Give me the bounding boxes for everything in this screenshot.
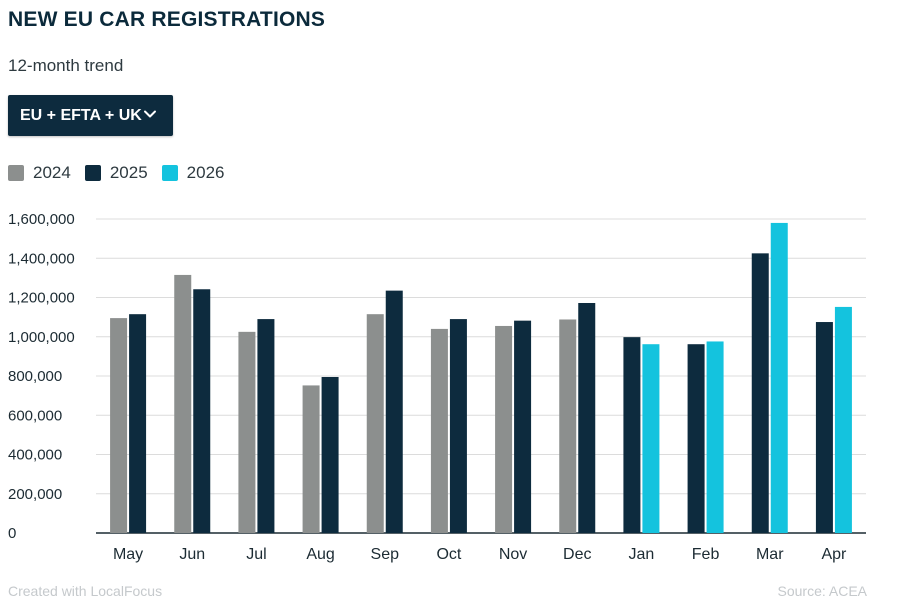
- bar-2025-jun[interactable]: [193, 289, 211, 533]
- x-tick-label-apr: Apr: [821, 546, 847, 563]
- bar-2024-sep[interactable]: [366, 314, 384, 533]
- legend-swatch-2024: [8, 165, 24, 181]
- bar-2024-nov[interactable]: [495, 325, 513, 533]
- bar-2025-apr[interactable]: [815, 322, 833, 533]
- y-tick-label: 0: [8, 525, 16, 542]
- credit-text: Created with LocalFocus: [8, 583, 163, 599]
- x-tick-label-may: May: [113, 546, 143, 563]
- x-tick-label-oct: Oct: [436, 546, 461, 563]
- legend-swatch-2026: [161, 165, 178, 181]
- legend-item-2024[interactable]: 2024: [8, 163, 71, 183]
- x-tick-label-nov: Nov: [499, 546, 527, 563]
- bar-2026-jan[interactable]: [642, 344, 660, 533]
- x-tick-label-jul: Jul: [246, 546, 266, 563]
- bar-2026-feb[interactable]: [706, 341, 724, 533]
- legend-item-2025[interactable]: 2025: [84, 163, 148, 183]
- bar-2024-oct[interactable]: [430, 328, 448, 533]
- bar-2025-nov[interactable]: [514, 320, 532, 533]
- bar-2025-mar[interactable]: [751, 253, 769, 533]
- bar-2025-jul[interactable]: [257, 319, 275, 533]
- y-tick-label: 1,200,000: [8, 290, 75, 307]
- bar-2024-aug[interactable]: [302, 385, 320, 533]
- source-text: Source: ACEA: [777, 583, 868, 599]
- y-tick-label: 400,000: [8, 447, 62, 464]
- bar-2025-oct[interactable]: [449, 319, 467, 533]
- region-dropdown-label: EU + EFTA + UK: [20, 106, 142, 124]
- bar-2024-jul[interactable]: [238, 331, 256, 533]
- chart-title: NEW EU CAR REGISTRATIONS: [8, 8, 326, 31]
- x-tick-label-dec: Dec: [563, 546, 591, 563]
- region-dropdown[interactable]: EU + EFTA + UK: [8, 95, 173, 136]
- x-tick-label-jan: Jan: [629, 546, 655, 563]
- y-tick-label: 1,400,000: [8, 250, 75, 267]
- x-tick-label-sep: Sep: [371, 546, 400, 563]
- bar-2026-apr[interactable]: [834, 306, 852, 533]
- chevron-down-icon: [144, 110, 156, 118]
- legend-label-2025: 2025: [109, 163, 148, 182]
- x-tick-label-aug: Aug: [306, 546, 334, 563]
- legend-label-2024: 2024: [33, 163, 71, 182]
- y-tick-label: 1,600,000: [8, 211, 75, 228]
- bar-2024-jun[interactable]: [174, 274, 192, 533]
- x-tick-label-jun: Jun: [179, 546, 205, 563]
- x-tick-label-mar: Mar: [756, 546, 784, 563]
- bar-2026-mar[interactable]: [770, 222, 788, 534]
- legend-item-2026[interactable]: 2026: [161, 163, 225, 183]
- bar-2025-may[interactable]: [129, 314, 147, 533]
- bar-2025-aug[interactable]: [321, 376, 339, 533]
- y-tick-label: 800,000: [8, 368, 62, 385]
- x-tick-label-feb: Feb: [692, 546, 720, 563]
- y-tick-label: 200,000: [8, 486, 62, 503]
- legend-label-2026: 2026: [186, 163, 225, 182]
- y-tick-label: 1,000,000: [8, 329, 75, 346]
- chart-legend: 2024 2025 2026: [8, 163, 238, 183]
- bar-2024-dec[interactable]: [559, 319, 577, 533]
- bar-2025-sep[interactable]: [385, 290, 403, 533]
- bar-2024-may[interactable]: [110, 318, 128, 533]
- legend-swatch-2025: [84, 165, 101, 181]
- bar-2025-feb[interactable]: [687, 344, 705, 533]
- bar-2025-jan[interactable]: [623, 337, 641, 533]
- chart-subtitle: 12-month trend: [8, 56, 124, 75]
- y-tick-label: 600,000: [8, 407, 62, 424]
- bar-2025-dec[interactable]: [578, 302, 596, 533]
